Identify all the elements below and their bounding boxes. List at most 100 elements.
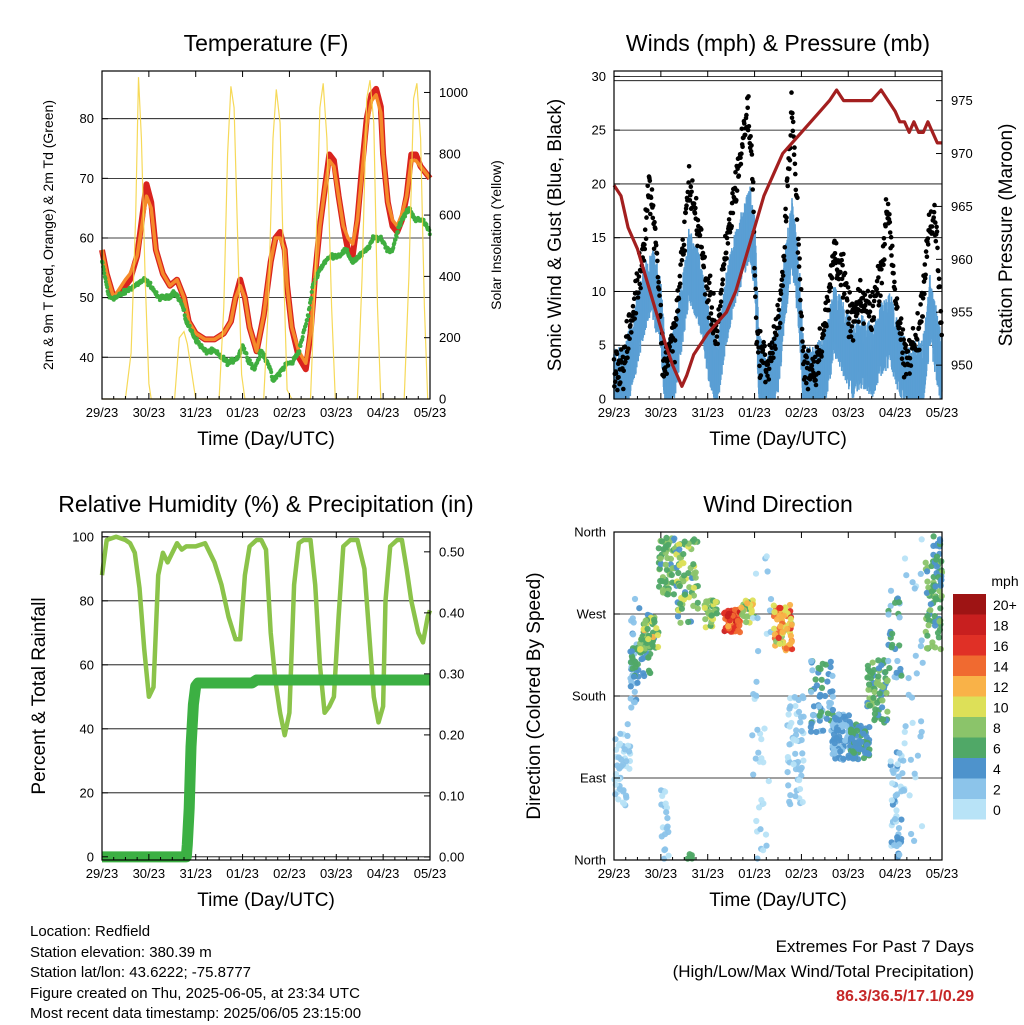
gust-point [907, 371, 912, 376]
gust-point [654, 251, 660, 256]
y-tick-label: 50 [80, 290, 94, 305]
y-tick-label: 15 [592, 230, 606, 245]
gust-point [738, 155, 743, 160]
gust-point [652, 219, 657, 225]
gust-point [785, 176, 790, 181]
direction-point [894, 834, 901, 841]
direction-point [626, 748, 633, 755]
gust-point [733, 170, 738, 175]
gust-point [782, 257, 787, 263]
gust-point [814, 344, 820, 350]
legend-swatch [953, 696, 986, 717]
direction-point [691, 536, 698, 543]
direction-point [922, 559, 929, 566]
dewpoint-point [195, 336, 199, 341]
gust-point [836, 276, 842, 282]
direction-point [892, 792, 899, 799]
gust-point [797, 256, 802, 261]
direction-point [873, 680, 880, 687]
direction-point [936, 618, 943, 625]
direction-point [918, 718, 925, 725]
direction-point [615, 796, 622, 803]
x-axis-label: Time (Day/UTC) [709, 890, 847, 911]
gust-point [753, 286, 758, 292]
direction-point [681, 591, 689, 598]
gust-point [642, 227, 648, 232]
gust-point [775, 302, 780, 308]
gust-point [894, 296, 900, 301]
gust-point [895, 304, 900, 310]
legend-label: 20+ [993, 597, 1017, 613]
direction-point [792, 793, 799, 800]
gust-point [883, 223, 888, 229]
gust-point [865, 288, 871, 294]
gust-point [935, 245, 940, 251]
gust-point [877, 299, 882, 304]
station-location: Location: Redfield [30, 923, 151, 940]
dewpoint-point [306, 314, 311, 319]
direction-point [832, 755, 839, 762]
y-axis-label: Sonic Wind & Gust (Blue, Black) [545, 99, 566, 371]
y-tick-label: 80 [80, 111, 94, 126]
direction-point [905, 675, 912, 682]
direction-point [646, 669, 653, 676]
figure-created: Figure created on Thu, 2025-06-05, at 23… [30, 984, 360, 1002]
direction-point [887, 602, 894, 610]
gust-point [780, 283, 785, 289]
dewpoint-point [392, 241, 397, 245]
direction-point [690, 561, 697, 568]
direction-point [815, 703, 823, 710]
direction-point [793, 727, 800, 734]
gust-point [706, 315, 712, 321]
direction-point [631, 699, 638, 706]
gust-point [724, 235, 730, 241]
y-tick-label: 5 [599, 338, 606, 353]
gust-point [777, 320, 783, 326]
y2-tick-label: 950 [951, 358, 973, 373]
gust-point [856, 319, 861, 325]
gust-point [870, 303, 876, 309]
dewpoint-point [175, 293, 180, 298]
gust-point [680, 237, 685, 242]
direction-point [815, 664, 822, 672]
direction-point [901, 740, 908, 747]
direction-point [692, 574, 699, 581]
direction-point [712, 598, 719, 605]
y2-tick-label: 970 [951, 146, 973, 161]
direction-point [688, 852, 695, 859]
gust-point [667, 344, 672, 350]
direction-point [636, 605, 643, 612]
direction-point [664, 815, 671, 822]
direction-point [820, 727, 827, 734]
direction-point [871, 710, 879, 717]
direction-point [851, 755, 858, 762]
gust-point [805, 360, 810, 366]
gust-point [648, 195, 654, 200]
gust-point [720, 277, 726, 283]
direction-point [911, 837, 918, 845]
dewpoint-point [101, 267, 106, 272]
gust-point [761, 339, 766, 345]
gust-point [684, 203, 689, 208]
gust-point [899, 356, 905, 362]
gust-point [718, 299, 724, 305]
gust-point [673, 323, 678, 328]
direction-point [612, 736, 619, 743]
y2-tick-label: 800 [439, 146, 461, 161]
direction-point [919, 659, 926, 666]
gust-point [770, 350, 775, 356]
direction-point [792, 703, 799, 710]
gust-point [672, 338, 678, 343]
direction-point [917, 643, 925, 650]
gust-point [790, 110, 795, 116]
gust-point [637, 281, 642, 287]
gust-point [689, 189, 694, 195]
dewpoint-point [105, 285, 110, 290]
dewpoint-point [427, 228, 432, 233]
y-tick-label: 60 [80, 657, 94, 672]
gust-point [724, 256, 729, 261]
gust-point [723, 250, 729, 256]
gust-point [908, 363, 914, 368]
gust-point [796, 264, 802, 269]
x-tick-label: 30/23 [133, 866, 166, 881]
